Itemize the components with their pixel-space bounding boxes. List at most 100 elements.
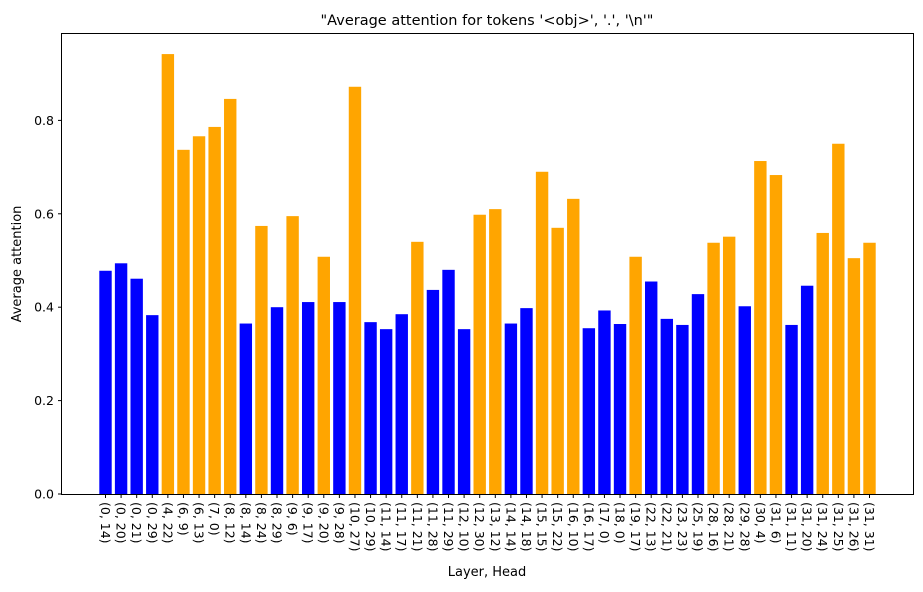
x-tick-label: (31, 11) xyxy=(784,502,799,552)
bar xyxy=(192,136,206,494)
bar xyxy=(379,329,393,494)
x-tick-label: (15, 15) xyxy=(535,502,550,552)
y-axis-label: Average attention xyxy=(10,206,25,323)
bar xyxy=(130,278,143,494)
x-tick-label: (10, 27) xyxy=(347,502,362,552)
x-tick-label: (23, 23) xyxy=(675,502,690,552)
y-tick-label: 0.8 xyxy=(34,113,54,128)
x-tick-label: (13, 12) xyxy=(488,502,503,552)
bar xyxy=(520,308,533,494)
bar xyxy=(286,216,299,494)
x-tick-label: (8, 29) xyxy=(270,502,285,544)
x-tick-label: (31, 25) xyxy=(831,502,846,552)
y-tick-label: 0.4 xyxy=(34,300,54,315)
x-tick-label: (31, 20) xyxy=(800,502,815,552)
bar xyxy=(660,318,674,494)
y-tick-label: 0.2 xyxy=(34,393,54,408)
x-tick-label: (8, 14) xyxy=(238,502,253,544)
bar xyxy=(348,86,362,495)
x-axis-label: Layer, Head xyxy=(448,565,527,580)
x-tick-label: (8, 12) xyxy=(223,502,238,544)
x-tick-label: (31, 6) xyxy=(768,502,783,544)
x-tick-label: (9, 20) xyxy=(316,502,331,544)
bar xyxy=(691,294,705,494)
x-tick-label: (18, 0) xyxy=(613,502,628,544)
bar xyxy=(489,209,502,494)
bar xyxy=(613,324,627,494)
bar xyxy=(645,281,658,494)
x-tick-label: (31, 31) xyxy=(862,502,877,552)
bar xyxy=(738,306,751,494)
bar xyxy=(676,324,689,494)
bar xyxy=(567,198,580,494)
bar xyxy=(239,323,253,494)
bar xyxy=(99,270,112,494)
bar xyxy=(146,315,159,494)
bar xyxy=(769,175,783,495)
bar xyxy=(582,328,596,494)
bar xyxy=(863,242,876,494)
bar xyxy=(800,285,814,494)
x-tick-label: (29, 28) xyxy=(737,502,752,552)
x-tick-label: (11, 29) xyxy=(441,502,456,552)
x-tick-label: (12, 30) xyxy=(472,502,487,552)
bar xyxy=(847,258,861,494)
bar xyxy=(707,242,720,494)
bar xyxy=(754,161,767,494)
bar xyxy=(629,256,642,494)
x-tick-label: (9, 28) xyxy=(332,502,347,544)
x-tick-label: (19, 17) xyxy=(628,502,643,552)
bar xyxy=(114,263,128,494)
bar xyxy=(411,241,424,494)
x-tick-label: (6, 13) xyxy=(192,502,207,544)
x-tick-label: (17, 0) xyxy=(597,502,612,544)
x-tick-label: (14, 18) xyxy=(519,502,534,552)
x-tick-label: (28, 21) xyxy=(722,502,737,552)
x-tick-label: (4, 22) xyxy=(160,502,175,544)
y-tick-label: 0.6 xyxy=(34,206,54,221)
bar xyxy=(598,310,611,494)
y-tick-label: 0.0 xyxy=(34,487,54,502)
x-tick-label: (11, 28) xyxy=(425,502,440,552)
chart-title: "Average attention for tokens '<obj>', '… xyxy=(321,13,654,29)
x-axis: (0, 14) (0, 20) (0, 21) (0, 29) (4, 22) (6, 9… xyxy=(98,494,877,552)
x-tick-label: (25, 19) xyxy=(690,502,705,552)
bar xyxy=(255,225,268,494)
x-tick-label: (14, 14) xyxy=(503,502,518,552)
bar xyxy=(395,314,408,494)
bar xyxy=(473,214,486,495)
x-tick-label: (15, 22) xyxy=(550,502,565,552)
x-tick-label: (0, 29) xyxy=(145,502,160,544)
y-axis: 0.0 0.2 0.4 0.6 0.8 xyxy=(34,113,62,502)
bar xyxy=(364,322,377,494)
bar xyxy=(177,149,190,494)
bar xyxy=(333,302,346,494)
x-tick-label: (16, 17) xyxy=(581,502,596,552)
bar xyxy=(208,126,221,495)
bar xyxy=(317,256,330,494)
x-tick-label: (31, 26) xyxy=(846,502,861,552)
bar xyxy=(224,98,237,494)
x-tick-label: (10, 29) xyxy=(363,502,378,552)
x-tick-label: (9, 17) xyxy=(301,502,316,544)
bar xyxy=(426,289,440,494)
bar xyxy=(816,232,829,494)
x-tick-label: (16, 10) xyxy=(566,502,581,552)
x-tick-label: (11, 14) xyxy=(379,502,394,552)
plot-frame xyxy=(61,33,914,495)
x-tick-label: (0, 20) xyxy=(114,502,129,544)
x-tick-label: (7, 0) xyxy=(207,502,222,536)
x-tick-label: (28, 16) xyxy=(706,502,721,552)
x-tick-label: (0, 14) xyxy=(98,502,113,544)
bar xyxy=(442,269,455,494)
x-tick-label: (9, 6) xyxy=(285,502,300,536)
x-tick-label: (22, 13) xyxy=(644,502,659,552)
bar xyxy=(161,54,175,494)
bar xyxy=(535,171,549,494)
x-tick-label: (0, 21) xyxy=(129,502,144,544)
bar xyxy=(301,302,315,494)
x-tick-label: (6, 9) xyxy=(176,502,191,536)
x-tick-label: (22, 21) xyxy=(659,502,674,552)
